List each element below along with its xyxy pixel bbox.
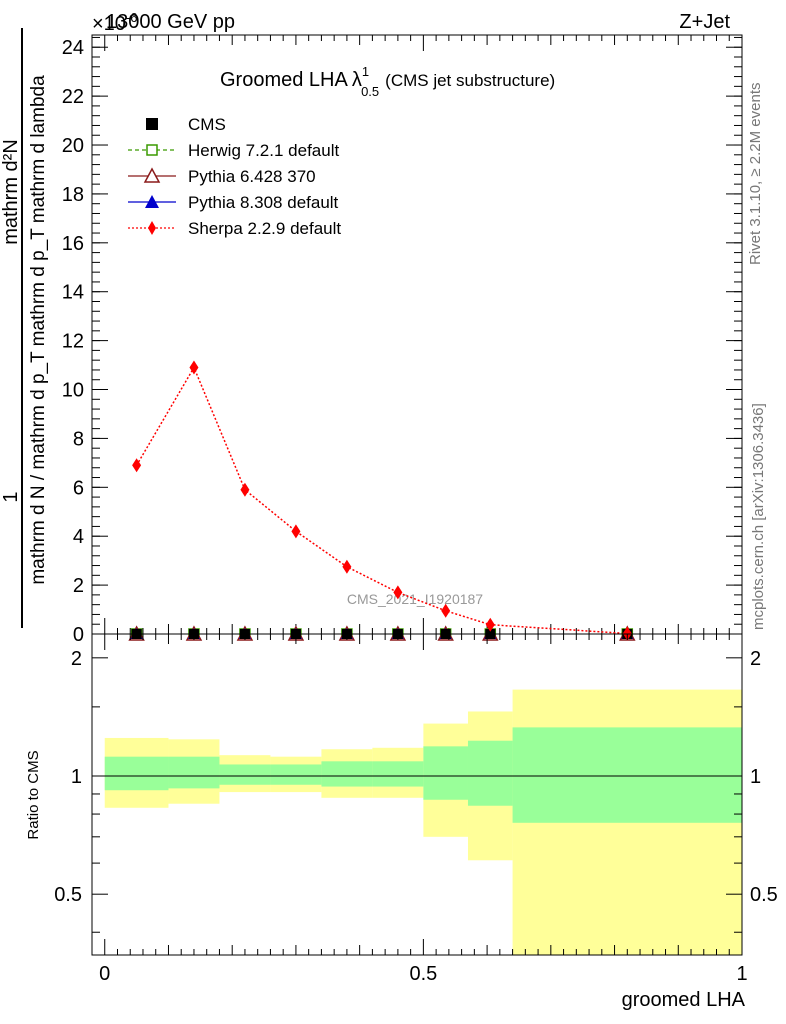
ytick-label: 2 xyxy=(73,575,84,597)
uncertainty-band-inner xyxy=(423,746,468,800)
uncertainty-band-inner xyxy=(270,764,322,785)
ylabel-top: mathrm d²N xyxy=(0,139,22,245)
legend-marker-pythia8 xyxy=(145,195,159,208)
ratio-ytick-label: 2 xyxy=(71,648,82,670)
ytick-label: 14 xyxy=(62,282,84,304)
ytick-label: 8 xyxy=(73,428,84,450)
ytick-label: 24 xyxy=(62,37,84,59)
legend-entry: Pythia 8.308 default xyxy=(128,193,339,212)
uncertainty-band-inner xyxy=(512,727,742,823)
uncertainty-band-inner xyxy=(467,740,513,806)
legend-entry: Pythia 6.428 370 xyxy=(128,167,316,186)
ytick-label: 22 xyxy=(62,86,84,108)
ytick-label: 20 xyxy=(62,135,84,157)
ytick-label: 10 xyxy=(62,380,84,402)
uncertainty-band-inner xyxy=(168,756,220,789)
legend-label: Herwig 7.2.1 default xyxy=(188,141,339,160)
sherpa-point xyxy=(393,585,403,600)
legend-marker-sherpa xyxy=(148,221,156,235)
mcplots-label: mcplots.cern.ch [arXiv:1306.3436] xyxy=(750,403,767,630)
rivet-label: Rivet 3.1.10, ≥ 2.2M events xyxy=(747,83,764,266)
ytick-label: 18 xyxy=(62,184,84,206)
ratio-xtick-label: 1 xyxy=(736,963,747,985)
ratio-xlabel: groomed LHA xyxy=(622,989,746,1011)
uncertainty-band-inner xyxy=(321,761,373,787)
ytick-label: 0 xyxy=(73,624,84,646)
ratio-ylabel: Ratio to CMS xyxy=(25,750,42,839)
ratio-xtick-label: 0 xyxy=(99,963,110,985)
process-label: Z+Jet xyxy=(679,11,730,33)
chart-title: Groomed LHA λ1 0.5(CMS jet substructure) xyxy=(220,64,555,99)
energy-label: 13000 GeV pp xyxy=(106,11,235,33)
sherpa-point xyxy=(291,524,301,539)
legend-entry: Herwig 7.2.1 default xyxy=(128,141,339,160)
uncertainty-band-inner xyxy=(104,756,169,791)
ratio-xtick-label: 0.5 xyxy=(409,963,437,985)
ratio-plot-frame xyxy=(91,633,743,956)
ratio-ytick-label-right: 2 xyxy=(750,648,761,670)
legend-label: Sherpa 2.2.9 default xyxy=(188,219,341,238)
sherpa-point xyxy=(132,458,142,473)
legend-label: Pythia 6.428 370 xyxy=(188,167,316,186)
ytick-label: 16 xyxy=(62,233,84,255)
legend-marker-pythia6 xyxy=(143,167,161,183)
legend-marker-cms xyxy=(146,118,158,130)
exponent-label: ×10-6 xyxy=(92,10,138,35)
legend-label: Pythia 8.308 default xyxy=(188,193,339,212)
legend-entry: Sherpa 2.2.9 default xyxy=(128,219,341,238)
sherpa-point xyxy=(485,617,495,632)
ratio-ytick-label-right: 1 xyxy=(750,766,761,788)
legend: CMS Herwig 7.2.1 default Pythia 6.428 370 P… xyxy=(128,115,341,238)
ratio-ytick-label: 1 xyxy=(71,766,82,788)
ratio-axes: 0.5 0.5 1 1 2 2 0 0.5 1 xyxy=(54,634,778,985)
uncertainty-band-inner xyxy=(219,764,271,785)
legend-marker-herwig xyxy=(146,144,158,156)
ratio-ytick-label: 0.5 xyxy=(54,884,82,906)
sherpa-point xyxy=(240,482,250,497)
ytick-label: 12 xyxy=(62,331,84,353)
ytick-label: 6 xyxy=(73,477,84,499)
ratio-ytick-label-right: 0.5 xyxy=(750,884,778,906)
sherpa-point xyxy=(441,603,451,618)
ylabel-denominator: mathrm d N / mathrm d p_T mathrm d p_T m… xyxy=(28,75,49,585)
sherpa-point xyxy=(189,360,199,375)
legend-entry: CMS xyxy=(146,115,226,134)
legend-label: CMS xyxy=(188,115,226,134)
uncertainty-band-inner xyxy=(372,761,424,787)
ytick-label: 4 xyxy=(73,526,84,548)
ylabel-numerator: 1 xyxy=(0,491,22,502)
main-ylabel: 1 mathrm d²N mathrm d N / mathrm d p_T m… xyxy=(0,28,49,628)
ratio-bands xyxy=(92,689,742,955)
sherpa-point xyxy=(342,559,352,574)
